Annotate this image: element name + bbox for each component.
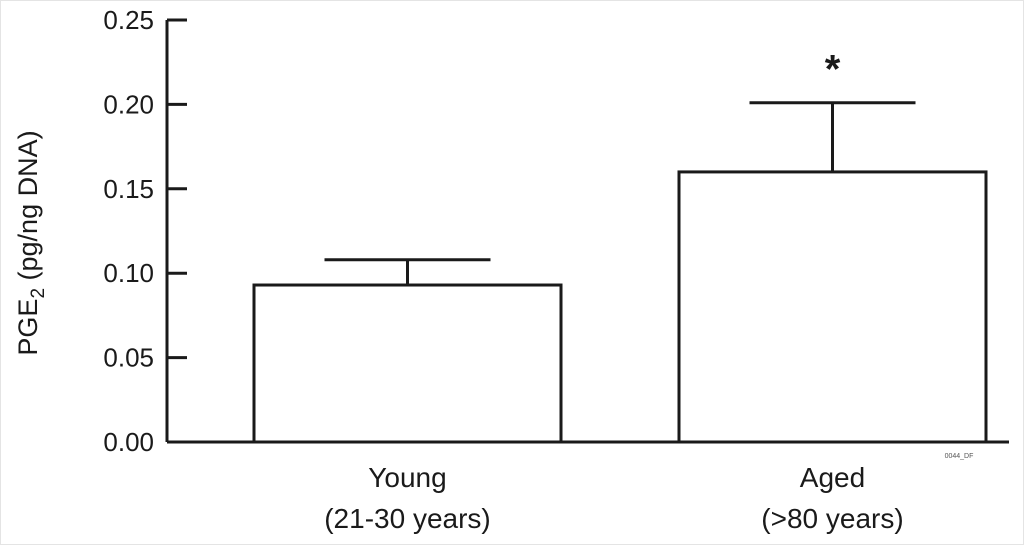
category-label-line1: Aged — [800, 462, 865, 493]
y-axis-label-main: PGE — [13, 299, 43, 356]
bar — [252, 283, 563, 444]
category-label-line2: (>80 years) — [761, 503, 903, 534]
y-axis-label-unit: (pg/ng DNA) — [13, 130, 43, 288]
bar — [677, 170, 988, 444]
y-axis-label-subscript: 2 — [28, 288, 49, 299]
axes: 0.00 0.05 0.10 0.15 0.20 0.25 — [103, 5, 1009, 457]
bars-group: Young (21-30 years) * Aged (>80 years) — [252, 48, 988, 534]
figure-code: 0044_DF — [945, 453, 974, 460]
category-label-line2: (21-30 years) — [324, 503, 491, 534]
significance-marker: * — [825, 48, 841, 92]
y-axis-label: PGE2 (pg/ng DNA) — [13, 130, 49, 355]
y-tick-label: 0.10 — [103, 258, 154, 288]
y-axis-label-group: PGE2 (pg/ng DNA) — [13, 130, 49, 355]
y-tick-label: 0.15 — [103, 174, 154, 204]
y-tick-label: 0.20 — [103, 89, 154, 119]
category-label-line1: Young — [368, 462, 446, 493]
y-tick-label: 0.05 — [103, 343, 154, 373]
y-tick-label: 0.00 — [103, 427, 154, 457]
y-tick-label: 0.25 — [103, 5, 154, 35]
